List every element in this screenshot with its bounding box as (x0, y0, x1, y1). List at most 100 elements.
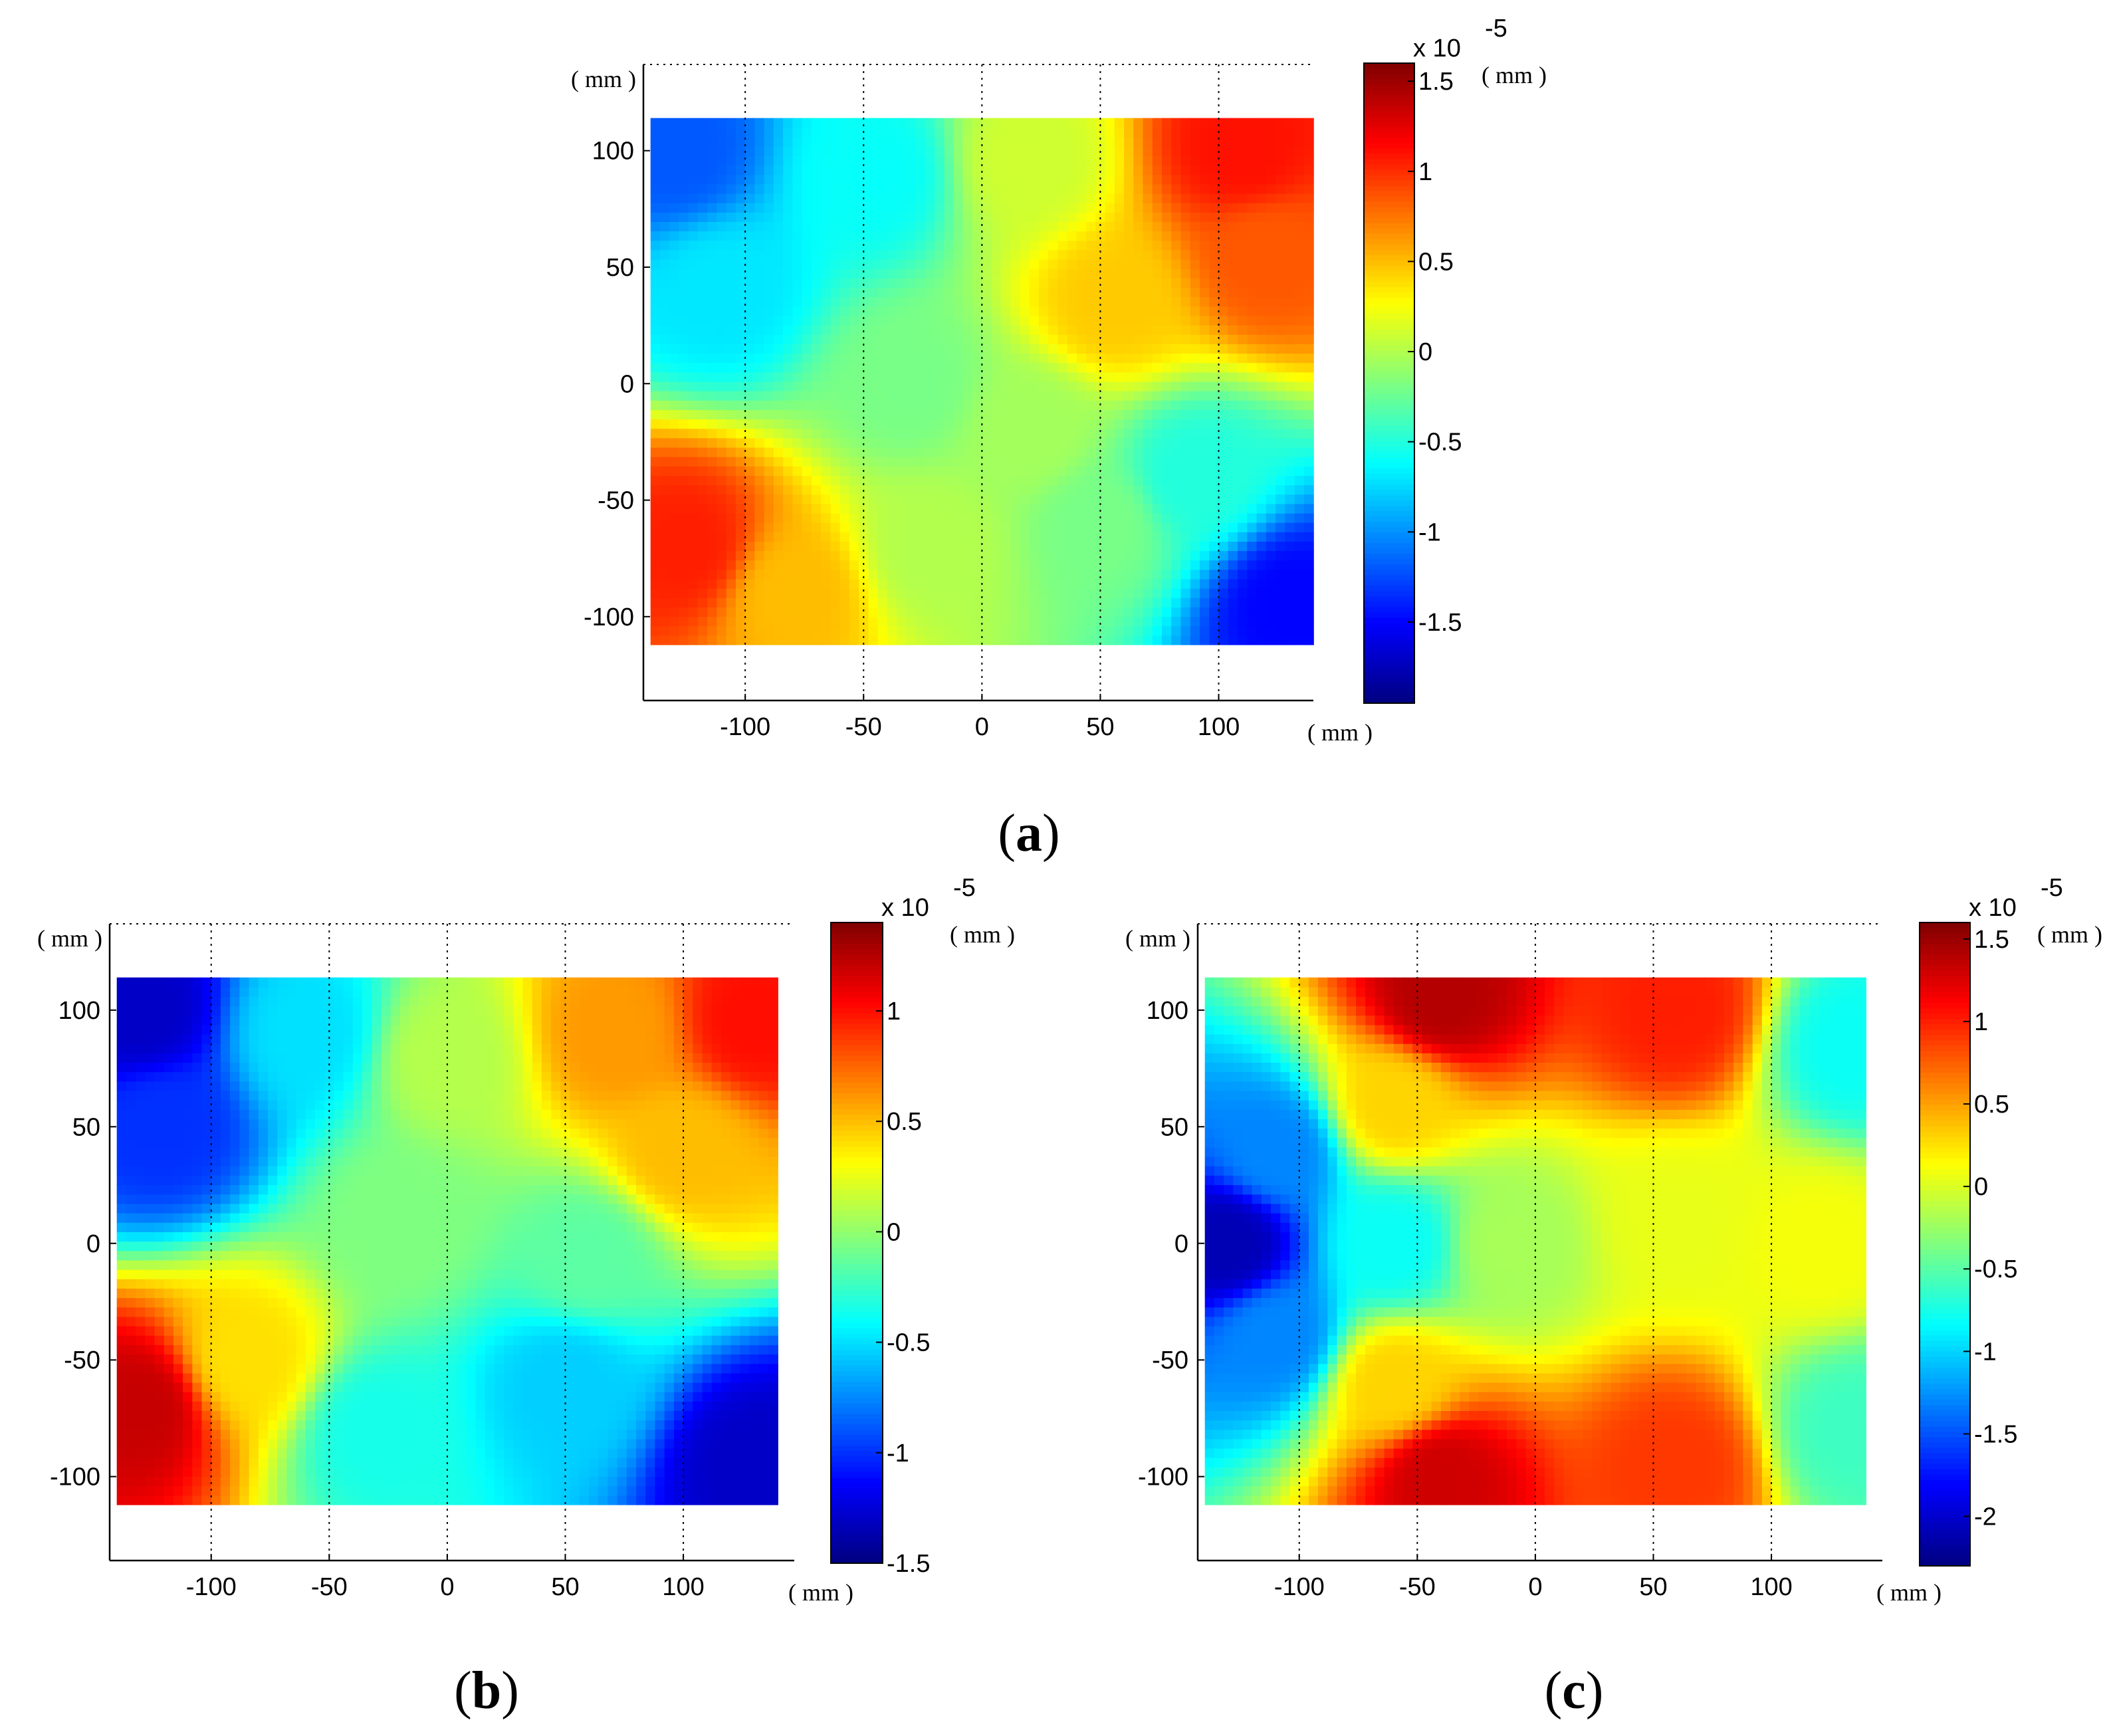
heatmap-cell (773, 522, 784, 532)
heatmap-cell (164, 1194, 174, 1204)
heatmap-cell (1180, 437, 1191, 448)
heatmap-cell (1303, 278, 1314, 288)
heatmap-cell (1048, 466, 1059, 476)
heatmap-cell (154, 1165, 165, 1176)
heatmap-cell (877, 485, 888, 495)
heatmap-cell (773, 174, 784, 185)
heatmap-cell (239, 1071, 250, 1082)
heatmap-cell (1038, 174, 1049, 185)
heatmap-cell (136, 1184, 146, 1195)
heatmap-cell (239, 1354, 250, 1364)
heatmap-cell (136, 1137, 146, 1148)
heatmap-cell (173, 1316, 183, 1327)
heatmap-cell (773, 249, 784, 260)
heatmap-cell (707, 183, 718, 194)
colorbar-segment (1364, 564, 1414, 571)
heatmap-cell (707, 249, 718, 260)
heatmap-cell (944, 428, 954, 439)
heatmap-cell (1086, 597, 1097, 607)
heatmap-cell (1133, 372, 1144, 382)
heatmap-cell (258, 1212, 269, 1223)
heatmap-cell (811, 456, 822, 467)
heatmap-cell (982, 494, 992, 504)
x-tick-label: -100 (720, 713, 770, 741)
heatmap-cell (697, 212, 708, 222)
heatmap-cell (754, 249, 765, 260)
heatmap-cell (1105, 221, 1115, 232)
heatmap-cell (792, 278, 803, 288)
heatmap-cell (1124, 193, 1135, 203)
heatmap-cell (650, 146, 661, 156)
heatmap-cell (1105, 635, 1115, 645)
heatmap-cell (830, 456, 841, 467)
heatmap-cell (962, 315, 973, 326)
heatmap-cell (669, 136, 680, 147)
heatmap-cell (1266, 456, 1276, 467)
heatmap-cell (821, 344, 832, 354)
heatmap-cell (1180, 324, 1191, 335)
heatmap-cell (953, 447, 964, 457)
heatmap-cell (126, 1146, 136, 1157)
heatmap-cell (1171, 278, 1182, 288)
colorbar-segment (1364, 649, 1414, 656)
heatmap-cell (1133, 156, 1144, 166)
heatmap-cell (249, 1307, 259, 1317)
heatmap-cell (1048, 409, 1059, 420)
heatmap-cell (1057, 475, 1068, 486)
heatmap-cell (1114, 503, 1125, 514)
heatmap-cell (1228, 287, 1238, 298)
heatmap-cell (982, 203, 992, 213)
heatmap-cell (192, 1495, 203, 1505)
heatmap-cell (764, 597, 774, 607)
heatmap-cell (792, 146, 803, 156)
heatmap-cell (1105, 466, 1115, 476)
heatmap-cell (821, 156, 832, 166)
colorbar-segment (1364, 340, 1414, 347)
heatmap-cell (1000, 437, 1011, 448)
colorbar-segment (1364, 207, 1414, 213)
heatmap-cell (821, 324, 832, 335)
heatmap-cell (745, 578, 756, 589)
heatmap-cell (192, 1316, 203, 1327)
heatmap-cell (906, 400, 917, 410)
heatmap-cell (1294, 269, 1305, 278)
heatmap-cell (126, 1015, 136, 1026)
heatmap-cell (726, 259, 736, 269)
heatmap-cell (1171, 353, 1182, 364)
heatmap-cell (183, 1090, 193, 1101)
heatmap-cell (1076, 221, 1087, 232)
colorbar-segment (1364, 265, 1414, 272)
heatmap-cell (1200, 315, 1210, 326)
colorbar-segment (1364, 393, 1414, 400)
heatmap-cell (258, 1382, 269, 1392)
heatmap-cell (745, 306, 756, 316)
heatmap-cell (868, 532, 879, 542)
heatmap-cell (230, 1345, 241, 1355)
heatmap-cell (1076, 625, 1087, 636)
heatmap-cell (1238, 306, 1248, 316)
colorbar-segment (1364, 175, 1414, 181)
heatmap-cell (1010, 362, 1021, 373)
heatmap-cell (1228, 560, 1238, 570)
heatmap-cell (1171, 616, 1182, 627)
heatmap-cell (915, 381, 926, 391)
heatmap-cell (201, 1288, 212, 1299)
heatmap-cell (906, 146, 917, 156)
heatmap-cell (1038, 353, 1049, 364)
heatmap-cell (1114, 372, 1125, 382)
heatmap-cell (839, 118, 850, 128)
heatmap-cell (1162, 174, 1172, 185)
heatmap-cell (154, 1316, 165, 1327)
heatmap-cell (164, 1278, 174, 1289)
heatmap-cell (735, 183, 746, 194)
heatmap-cell (982, 212, 992, 222)
heatmap-cell (1029, 353, 1040, 364)
heatmap-cell (1057, 569, 1068, 580)
heatmap-cell (935, 259, 945, 269)
heatmap-cell (1095, 334, 1106, 344)
heatmap-cell (897, 249, 907, 260)
heatmap-cell (173, 1212, 183, 1223)
heatmap-cell (859, 616, 869, 627)
heatmap-cell (1095, 390, 1106, 401)
heatmap-cell (258, 1024, 269, 1035)
